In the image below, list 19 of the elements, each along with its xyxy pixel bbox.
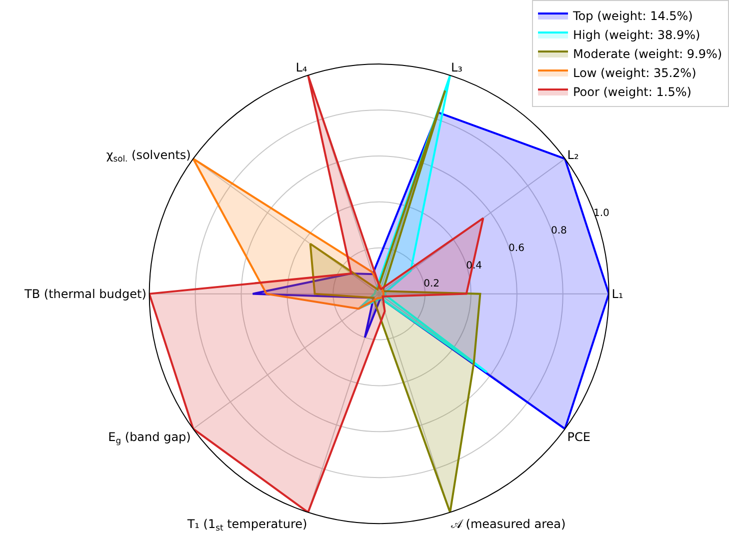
spoke-label: T₁ (1$_{st}$ temperature) — [186, 516, 308, 532]
y-tick-label: 0.8 — [551, 226, 567, 237]
spoke-label: L₁ — [612, 287, 624, 302]
spoke-label: L₃ — [450, 60, 463, 75]
legend-label: Low (weight: 35.2%) — [573, 66, 696, 80]
legend-label: Top (weight: 14.5%) — [572, 9, 693, 24]
spoke-label: 𝒜 (measured area) — [450, 516, 566, 531]
spoke-label: χ$_{sol.}$ (solvents) — [106, 148, 191, 164]
y-tick-label: 1.0 — [593, 208, 610, 219]
spoke-label: L₄ — [296, 60, 308, 75]
y-tick-label: 0.2 — [424, 278, 440, 290]
legend-label: Moderate (weight: 9.9%) — [573, 47, 722, 62]
legend-label: High (weight: 38.9%) — [573, 28, 700, 42]
spoke-label: TB (thermal budget) — [24, 287, 146, 302]
spoke-label: L₂ — [567, 148, 579, 162]
y-tick-label: 0.6 — [508, 243, 524, 254]
spoke-label: E$_{g}$ (band gap) — [108, 430, 191, 446]
legend-label: Poor (weight: 1.5%) — [573, 85, 692, 100]
spoke-label: PCE — [567, 430, 591, 444]
